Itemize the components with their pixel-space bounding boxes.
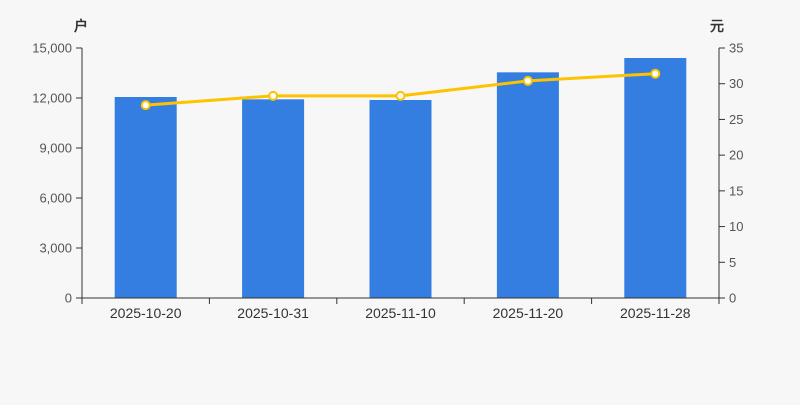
right-axis-tick-label: 20 xyxy=(729,148,743,163)
bar-2025-11-10[interactable] xyxy=(369,100,432,298)
right-axis-tick-label: 25 xyxy=(729,112,743,127)
line-marker-2025-11-20[interactable] xyxy=(522,75,533,86)
left-axis-tick-label: 15,000 xyxy=(32,41,72,56)
right-axis-tick-label: 30 xyxy=(729,76,743,91)
right-axis-tick-label: 35 xyxy=(729,41,743,56)
bar-2025-10-31[interactable] xyxy=(242,99,305,298)
left-axis-tick-label: 9,000 xyxy=(39,141,72,156)
left-axis-tick-label: 6,000 xyxy=(39,191,72,206)
right-axis-tick-label: 5 xyxy=(729,255,736,270)
right-axis-tick-label: 10 xyxy=(729,219,743,234)
left-axis-tick-label: 12,000 xyxy=(32,91,72,106)
right-axis-unit-label: 元 xyxy=(710,18,724,34)
line-marker-2025-10-20[interactable] xyxy=(140,100,151,111)
left-axis-tick-label: 3,000 xyxy=(39,241,72,256)
x-axis-category-label: 2025-11-28 xyxy=(620,305,691,321)
left-axis-unit-label: 户 xyxy=(74,18,88,34)
x-axis-category-label: 2025-11-20 xyxy=(493,305,564,321)
x-axis-category-label: 2025-11-10 xyxy=(365,305,436,321)
left-axis-tick-label: 0 xyxy=(65,291,72,306)
line-marker-2025-10-31[interactable] xyxy=(268,90,279,101)
right-axis-tick-label: 15 xyxy=(729,183,743,198)
line-marker-2025-11-10[interactable] xyxy=(395,90,406,101)
bar-2025-10-20[interactable] xyxy=(114,97,177,298)
x-axis-category-label: 2025-10-31 xyxy=(237,305,309,321)
line-marker-2025-11-28[interactable] xyxy=(650,68,661,79)
bar-2025-11-28[interactable] xyxy=(624,58,687,298)
right-axis-tick-label: 0 xyxy=(729,291,736,306)
plot-area: 15,000 12,000 9,000 6,000 3,000 0 35 30 25 20 15 10… xyxy=(32,41,743,322)
bar-2025-11-20[interactable] xyxy=(496,72,559,298)
x-axis-category-label: 2025-10-20 xyxy=(110,305,182,321)
